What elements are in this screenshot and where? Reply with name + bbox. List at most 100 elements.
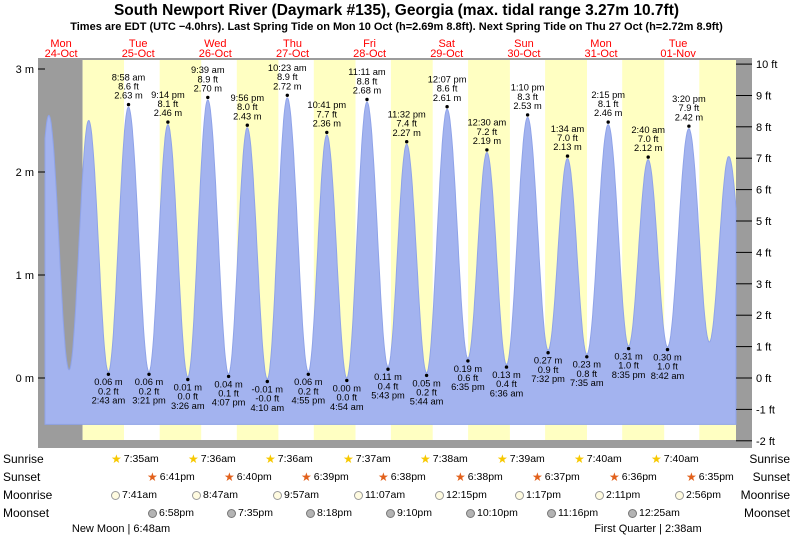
sunrise-icon: ★ xyxy=(188,452,199,466)
moonrise-icon xyxy=(354,490,363,500)
tide-annotation-line: 0.06 m xyxy=(135,377,164,387)
tide-annotation-line: 0.6 ft xyxy=(458,373,479,383)
high-tide-annotation: 9:39 am8.9 ft2.70 m xyxy=(191,65,225,100)
tide-annotation-line: 0.2 ft xyxy=(98,386,119,396)
tide-point-dot xyxy=(186,377,190,382)
sunset-event: ★ 6:37pm xyxy=(532,468,580,486)
tide-annotation-line: 0.00 m xyxy=(333,383,362,393)
tide-annotation-line: 0.06 m xyxy=(94,377,123,387)
low-tide-annotation: 0.13 m0.4 ft6:36 am xyxy=(490,365,524,398)
sunrise-time: 7:37am xyxy=(355,453,391,465)
sunset-time: 6:39pm xyxy=(313,471,349,483)
moonset-event: 6:58pm xyxy=(148,504,194,522)
low-tide-annotation: 0.30 m1.0 ft8:42 am xyxy=(651,347,685,381)
tide-point-dot xyxy=(386,367,390,371)
high-tide-annotation: 11:11 am8.8 ft2.68 m xyxy=(348,67,386,102)
tide-annotation-line: 7.9 ft xyxy=(679,103,700,113)
tide-annotation-line: 0.2 ft xyxy=(139,386,160,396)
tide-annotation-line: 1.0 ft xyxy=(657,362,678,372)
tide-point-dot xyxy=(106,372,111,376)
tide-point-dot xyxy=(424,373,429,378)
low-tide-annotation: 0.23 m0.8 ft7:35 am xyxy=(570,355,604,388)
moon-phase-label: First Quarter | 2:38am xyxy=(594,523,702,535)
sunrise-event: ★ 7:36am xyxy=(265,450,313,468)
moonrise-event: 2:11pm xyxy=(595,486,640,504)
right-axis-label: 4 ft xyxy=(756,247,771,259)
tide-annotation-line: 8:58 am xyxy=(112,72,146,82)
tide-annotation-line: 2:43 am xyxy=(92,396,126,406)
low-tide-annotation: 0.27 m0.9 ft7:32 pm xyxy=(531,351,565,384)
sunrise-event: ★ 7:38am xyxy=(420,450,468,468)
day-label-dow: Thu xyxy=(283,38,302,50)
sunset-event: ★ 6:39pm xyxy=(301,468,349,486)
sunrise-icon: ★ xyxy=(265,452,276,466)
day-label-date: 24-Oct xyxy=(45,48,78,60)
tide-annotation-line: 0.01 m xyxy=(174,382,203,392)
tide-annotation-line: 2.42 m xyxy=(675,112,704,122)
high-tide-annotation: 10:41 pm7.7 ft2.36 m xyxy=(307,100,346,135)
tide-annotation-line: 2:40 am xyxy=(631,125,665,135)
tide-point-dot xyxy=(147,372,151,376)
high-tide-annotation: 2:40 am7.0 ft2.12 m xyxy=(631,125,665,159)
sunrise-event: ★ 7:40am xyxy=(574,450,622,468)
sunrise-icon: ★ xyxy=(651,452,662,466)
sunrise-time: 7:40am xyxy=(663,453,699,465)
sunrise-time: 7:36am xyxy=(200,453,236,465)
tide-point-dot xyxy=(306,372,310,376)
day-label-date: 30-Oct xyxy=(507,48,540,60)
tide-annotation-line: 8.6 ft xyxy=(118,82,139,92)
tide-annotation-line: 7.2 ft xyxy=(477,127,498,137)
tide-annotation-line: -0.01 m xyxy=(252,384,284,394)
moonset-icon xyxy=(628,508,637,518)
low-tide-annotation: 0.06 m0.2 ft4:55 pm xyxy=(292,372,325,406)
low-tide-annotation: 0.31 m1.0 ft8:35 pm xyxy=(612,346,646,380)
tide-annotation-line: 8.1 ft xyxy=(158,99,179,109)
tide-annotation-line: 0.4 ft xyxy=(378,381,399,391)
sunrise-time: 7:38am xyxy=(432,453,468,465)
moonrise-event: 12:15pm xyxy=(435,486,487,504)
sunrise-icon: ★ xyxy=(420,452,431,466)
tide-point-dot xyxy=(565,154,570,158)
day-label-date: 26-Oct xyxy=(199,48,232,60)
tide-annotation-line: 0.04 m xyxy=(214,379,243,389)
sunset-event: ★ 6:38pm xyxy=(455,468,503,486)
tide-point-dot xyxy=(626,346,631,351)
high-tide-annotation: 9:56 pm8.0 ft2.43 m xyxy=(231,93,264,127)
tide-annotation-line: 8:42 am xyxy=(651,371,685,381)
tide-point-dot xyxy=(466,359,470,363)
right-axis-label: 0 ft xyxy=(756,373,771,385)
moonset-icon xyxy=(466,508,475,518)
left-axis-label: 1 m xyxy=(16,270,34,282)
moonrise-icon xyxy=(515,490,524,500)
tide-point-dot xyxy=(126,102,131,107)
sunset-event: ★ 6:41pm xyxy=(147,468,195,486)
tide-annotation-line: 8.9 ft xyxy=(277,72,298,82)
tide-annotation-line: 9:14 pm xyxy=(151,90,185,100)
tide-annotation-line: 3:26 am xyxy=(171,401,205,411)
tide-annotation-line: 4:10 am xyxy=(251,403,285,413)
sunrise-event: ★ 7:37am xyxy=(343,450,391,468)
high-tide-annotation: 10:23 am8.9 ft2.72 m xyxy=(268,63,307,98)
tide-annotation-line: 5:43 pm xyxy=(371,391,405,401)
tide-point-dot xyxy=(405,140,409,144)
tide-annotation-line: 1:34 am xyxy=(551,124,585,134)
tide-annotation-line: 0.30 m xyxy=(653,353,682,363)
row-label-moonrise-right: Moonrise xyxy=(740,488,790,502)
tide-annotation-line: 5:44 am xyxy=(410,397,444,407)
tide-point-dot xyxy=(606,120,610,124)
right-axis-label: 10 ft xyxy=(756,59,777,71)
moonrise-time: 7:41am xyxy=(122,489,158,501)
tide-annotation-line: 7:35 am xyxy=(570,378,604,388)
moonset-icon xyxy=(148,508,157,518)
moonrise-time: 1:17pm xyxy=(526,489,562,501)
low-tide-annotation: 0.11 m0.4 ft5:43 pm xyxy=(371,367,405,401)
row-label-moonset-left: Moonset xyxy=(3,506,50,520)
tide-annotation-line: 2:15 pm xyxy=(591,90,625,100)
sunset-event: ★ 6:40pm xyxy=(224,468,272,486)
sunrise-event: ★ 7:36am xyxy=(188,450,236,468)
tide-annotation-line: 0.23 m xyxy=(573,360,602,370)
moonrise-icon xyxy=(111,490,120,500)
tide-annotation-line: 11:11 am xyxy=(348,67,386,77)
sunrise-event: ★ 7:40am xyxy=(651,450,699,468)
